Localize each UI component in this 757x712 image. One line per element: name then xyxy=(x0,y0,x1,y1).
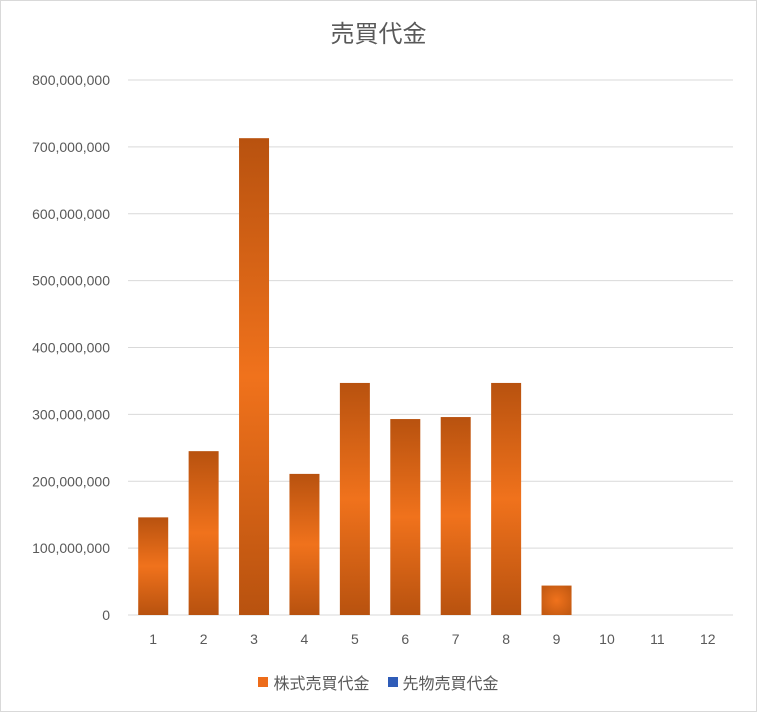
x-tick-label: 1 xyxy=(149,631,157,647)
legend-item-stock[interactable]: 株式売買代金 xyxy=(258,670,370,694)
bar-6[interactable] xyxy=(390,419,421,615)
y-tick-label: 0 xyxy=(102,607,110,623)
legend: 株式売買代金 先物売買代金 xyxy=(0,670,757,694)
bar-3[interactable] xyxy=(239,138,270,615)
bar-2[interactable] xyxy=(188,451,219,615)
x-tick-label: 9 xyxy=(553,631,561,647)
y-tick-label: 300,000,000 xyxy=(32,406,110,422)
bar-7[interactable] xyxy=(440,417,471,615)
y-tick-label: 400,000,000 xyxy=(32,340,110,356)
y-axis: 800,000,000 700,000,000 600,000,000 500,000… xyxy=(32,72,110,623)
bar-8[interactable] xyxy=(491,382,522,615)
x-tick-label: 5 xyxy=(351,631,359,647)
x-tick-label: 3 xyxy=(250,631,258,647)
x-tick-label: 8 xyxy=(502,631,510,647)
x-tick-label: 7 xyxy=(452,631,460,647)
bar-5[interactable] xyxy=(339,382,370,615)
bar-9[interactable] xyxy=(541,585,572,615)
bar-4[interactable] xyxy=(289,473,320,615)
legend-label-futures: 先物売買代金 xyxy=(402,674,499,693)
x-tick-label: 11 xyxy=(650,631,665,647)
x-axis: 1 2 3 4 5 6 7 8 9 10 11 12 xyxy=(149,631,715,647)
y-tick-label: 100,000,000 xyxy=(32,540,110,556)
y-tick-label: 600,000,000 xyxy=(32,206,110,222)
chart-title: 売買代金 xyxy=(330,20,427,48)
x-tick-label: 12 xyxy=(700,631,716,647)
y-tick-label: 200,000,000 xyxy=(32,473,110,489)
gridlines xyxy=(128,79,733,616)
x-tick-label: 4 xyxy=(301,631,309,647)
x-tick-label: 6 xyxy=(401,631,409,647)
y-tick-label: 800,000,000 xyxy=(32,72,110,88)
bar-1[interactable] xyxy=(138,517,169,615)
legend-swatch-futures xyxy=(387,677,398,687)
legend-label-stock: 株式売買代金 xyxy=(273,674,370,693)
x-tick-label: 2 xyxy=(200,631,208,647)
y-tick-label: 700,000,000 xyxy=(32,139,110,155)
y-tick-label: 500,000,000 xyxy=(32,273,110,289)
bars xyxy=(138,138,572,615)
legend-swatch-stock xyxy=(258,677,269,687)
x-tick-label: 10 xyxy=(599,631,615,647)
legend-item-futures[interactable]: 先物売買代金 xyxy=(387,670,499,694)
